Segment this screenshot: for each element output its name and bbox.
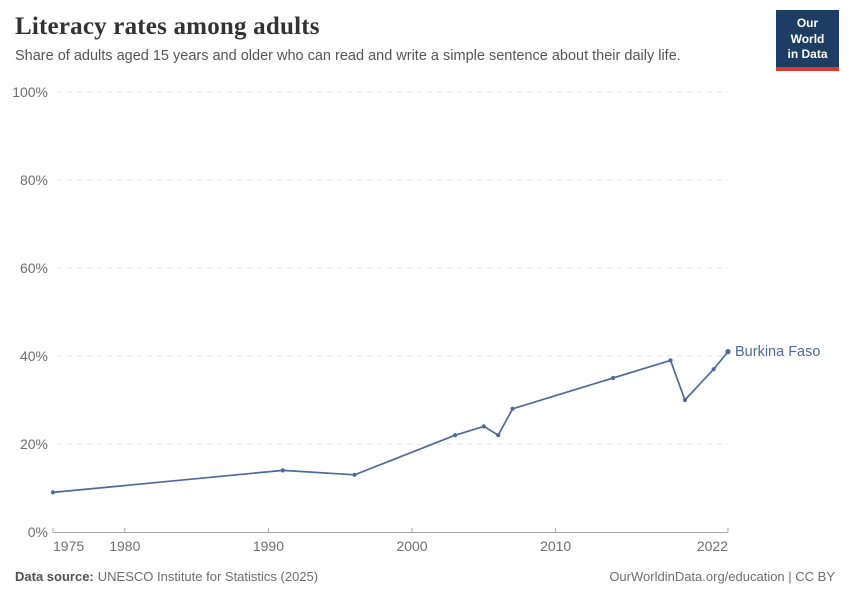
y-tick-label-40: 40%	[20, 348, 48, 364]
chart-header: Literacy rates among adults Share of adu…	[15, 13, 755, 64]
data-source-text: UNESCO Institute for Statistics (2025)	[97, 568, 319, 584]
chart-footer: Data source: UNESCO Institute for Statist…	[15, 565, 835, 587]
data-point-2007[interactable]	[510, 406, 515, 411]
x-tick-label-1975: 1975	[53, 538, 84, 554]
chart-title: Literacy rates among adults	[15, 13, 320, 40]
series-line[interactable]	[52, 350, 729, 494]
credit-line: OurWorldinData.org/education | CC BY	[609, 568, 835, 584]
x-tick-label-1990: 1990	[253, 538, 284, 554]
data-point-1975[interactable]	[50, 490, 56, 495]
data-point-1991[interactable]	[280, 468, 285, 473]
data-point-2005[interactable]	[481, 424, 486, 429]
owid-logo-line1: Our World	[790, 16, 825, 46]
data-point-2018[interactable]	[668, 358, 673, 363]
y-tick-label-0: 0%	[28, 524, 48, 540]
data-point-2021[interactable]	[711, 367, 716, 372]
data-point-1996[interactable]	[352, 472, 357, 477]
x-tick-label-2022: 2022	[697, 538, 728, 554]
series-label[interactable]: Burkina Faso	[735, 344, 820, 360]
data-point-2019[interactable]	[682, 397, 688, 403]
data-point-2022[interactable]	[725, 349, 731, 355]
line-chart: 0% 20% 40% 60% 80% 100% 1975 1980 1990 2000 2010 20…	[12, 84, 820, 554]
data-point-2003[interactable]	[453, 433, 458, 438]
x-tick-label-1980: 1980	[109, 538, 140, 554]
data-source-label: Data source:	[15, 568, 94, 584]
y-tick-label-100: 100%	[12, 84, 48, 100]
owid-logo: Our World in Data	[776, 10, 839, 71]
y-tick-label-20: 20%	[20, 436, 48, 452]
data-source: Data source: UNESCO Institute for Statist…	[15, 569, 318, 584]
y-tick-label-80: 80%	[20, 172, 48, 188]
data-point-2006[interactable]	[496, 433, 501, 438]
x-tick-label-2010: 2010	[540, 538, 571, 554]
owid-logo-line2: in Data	[787, 47, 828, 62]
chart-subtitle: Share of adults aged 15 years and older …	[15, 48, 681, 64]
x-tick-label-2000: 2000	[396, 538, 427, 554]
data-point-2014[interactable]	[611, 375, 616, 381]
y-tick-label-60: 60%	[20, 260, 48, 276]
